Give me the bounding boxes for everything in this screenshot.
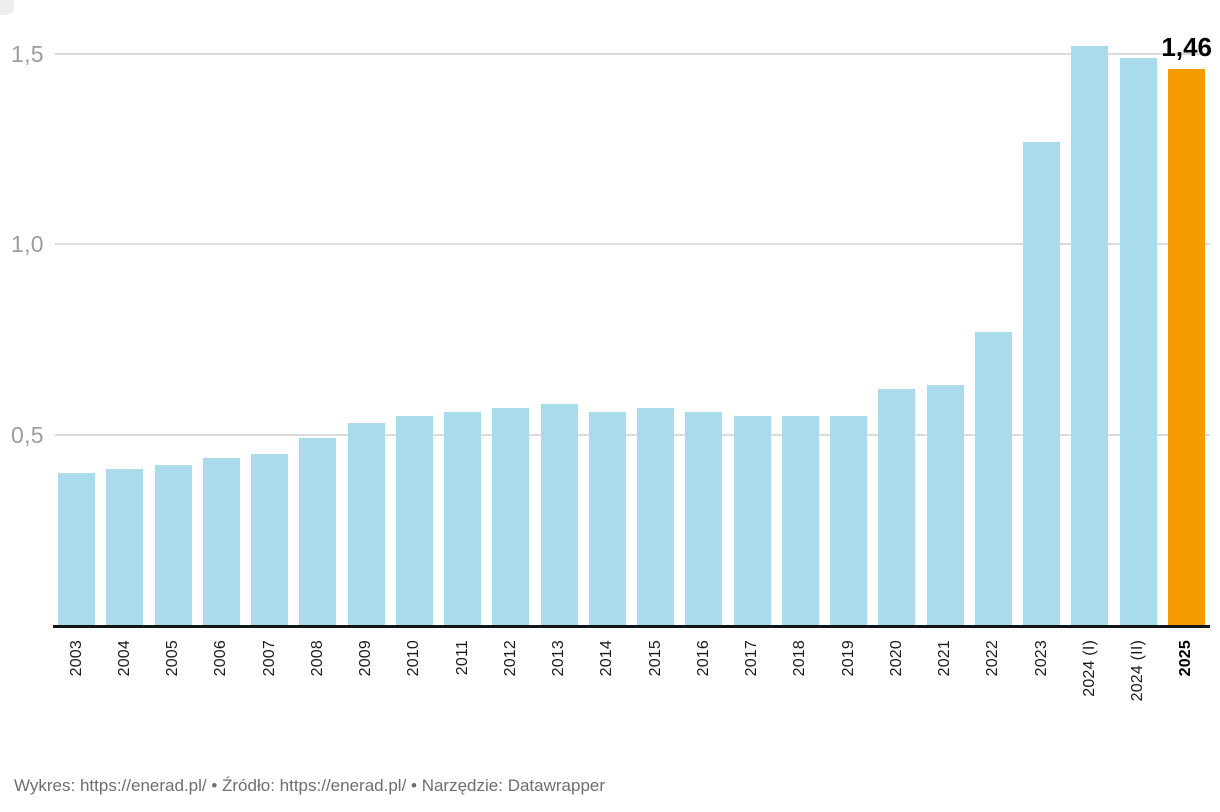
bar-2008[interactable] (299, 438, 337, 625)
x-axis-label: 2005 (164, 640, 181, 677)
x-axis-slot: 2019 (830, 640, 867, 750)
bar-2023[interactable] (1023, 142, 1060, 625)
bar-2022[interactable] (974, 332, 1012, 625)
bar-2020[interactable] (878, 389, 916, 625)
footer-source-label: Źródło: (222, 776, 280, 795)
x-axis-label: 2013 (550, 640, 567, 677)
bar-2007[interactable] (251, 454, 288, 625)
x-axis-slot: 2013 (541, 640, 578, 750)
bar-2010[interactable] (395, 416, 433, 625)
x-axis-label: 2022 (984, 640, 1002, 677)
y-axis-tick-label: 0,5 (11, 421, 44, 448)
x-axis-slot: 2016 (685, 640, 722, 750)
x-axis-slot: 2021 (927, 640, 964, 750)
x-axis-slot: 2006 (203, 640, 240, 750)
x-axis-label: 2019 (839, 640, 857, 677)
x-axis: 2003 2004 2005 2006 2007 2008 2009 2010 2011 2012… (53, 640, 1210, 750)
x-axis-label: 2016 (694, 640, 712, 677)
x-axis-label: 2009 (357, 640, 374, 677)
x-axis-slot: 2015 (637, 640, 674, 750)
bar-2009[interactable] (347, 423, 385, 625)
bar-2003[interactable] (58, 473, 95, 625)
x-axis-label: 2006 (212, 640, 230, 677)
x-axis-label: 2010 (405, 640, 423, 677)
x-axis-slot: 2023 (1023, 640, 1060, 750)
x-axis-label: 2011 (453, 640, 471, 676)
bar-2015[interactable] (637, 408, 674, 625)
corner-artifact (0, 0, 14, 15)
x-axis-slot: 2005 (155, 640, 192, 750)
footer-chart-link[interactable]: https://enerad.pl/ (79, 776, 207, 795)
footer-source-link[interactable]: https://enerad.pl/ (279, 776, 407, 795)
x-axis-line (53, 625, 1210, 628)
x-axis-label: 2015 (646, 640, 664, 677)
bar-2006[interactable] (202, 458, 240, 625)
bar-2004[interactable] (106, 469, 144, 625)
x-axis-slot: 2003 (58, 640, 95, 750)
footer-chart-label: Wykres: (14, 776, 80, 795)
bar-series (53, 30, 1210, 625)
plot-area (53, 30, 1210, 628)
x-axis-slot: 2012 (492, 640, 529, 750)
x-axis-label: 2023 (1032, 640, 1050, 677)
footer-tool-link[interactable]: Datawrapper (507, 776, 606, 795)
x-axis-slot: 2007 (251, 640, 288, 750)
x-axis-label: 2012 (501, 640, 519, 677)
x-axis-slot: 2004 (106, 640, 143, 750)
x-axis-slot: 2024 (I) (1071, 640, 1108, 750)
bar-2021[interactable] (926, 385, 964, 625)
x-axis-label: 2007 (260, 640, 278, 677)
gridline (55, 243, 1210, 246)
x-axis-label: 2018 (791, 640, 809, 677)
x-axis-label: 2008 (308, 640, 326, 677)
bar-2011[interactable] (444, 412, 481, 625)
x-axis-slot: 2014 (589, 640, 626, 750)
bar-2017[interactable] (733, 416, 771, 625)
x-axis-slot: 2022 (975, 640, 1012, 750)
bar-2018[interactable] (781, 416, 819, 625)
x-axis-label: 2024 (II) (1129, 640, 1146, 702)
bar-2012[interactable] (492, 408, 530, 625)
value-label: 1,46 (1161, 32, 1212, 62)
bar-2014[interactable] (588, 412, 626, 625)
bar-2024-(i)[interactable] (1071, 46, 1109, 625)
x-axis-slot: 2009 (348, 640, 385, 750)
x-axis-label: 2014 (598, 640, 616, 677)
x-axis-slot: 2020 (878, 640, 915, 750)
x-axis-slot: 2008 (299, 640, 336, 750)
x-axis-slot: 2024 (II) (1120, 640, 1157, 750)
footer-separator: • (406, 776, 422, 795)
bar-2013[interactable] (540, 404, 578, 625)
bar-2025[interactable] (1167, 69, 1205, 625)
x-axis-slot: 2017 (734, 640, 771, 750)
x-axis-slot: 2010 (396, 640, 433, 750)
x-axis-label: 2024 (I) (1080, 640, 1098, 697)
x-axis-label: 2003 (67, 640, 85, 677)
gridline (55, 433, 1210, 436)
footer-tool-label: Narzędzie: (421, 776, 508, 795)
x-axis-label: 2025 (1177, 640, 1195, 677)
x-axis-label: 2004 (115, 640, 133, 677)
bar-2016[interactable] (685, 412, 723, 625)
x-axis-slot: 2025 (1168, 640, 1205, 750)
bar-2019[interactable] (830, 416, 867, 625)
x-axis-slot: 2011 (444, 640, 481, 750)
x-axis-label: 2021 (936, 640, 953, 677)
footer-separator: • (206, 776, 223, 795)
y-axis-tick-label: 1,0 (11, 231, 44, 258)
y-axis-tick-label: 1,5 (11, 40, 44, 67)
x-axis-label: 2020 (887, 640, 905, 677)
x-axis-slot: 2018 (782, 640, 819, 750)
bar-2005[interactable] (154, 465, 192, 625)
bar-2024-(ii)[interactable] (1119, 58, 1157, 625)
x-axis-label: 2017 (743, 640, 760, 677)
gridline (55, 53, 1210, 55)
chart-footer: Wykres: https://enerad.pl/ • Źródło: htt… (14, 774, 1210, 798)
